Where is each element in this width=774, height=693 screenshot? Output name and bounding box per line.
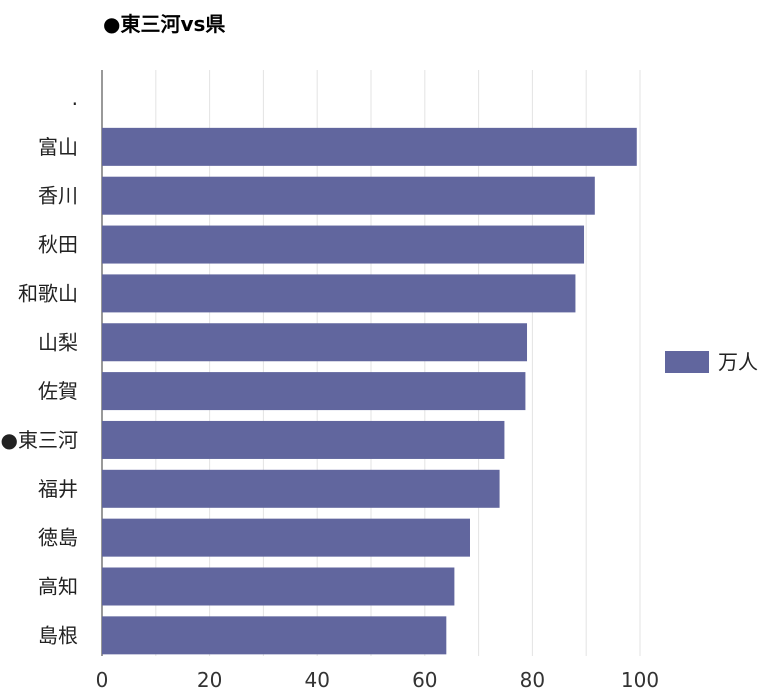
bar [102, 127, 637, 166]
legend-label: 万人 [718, 350, 758, 374]
x-tick-label: 20 [197, 668, 222, 692]
category-label: 福井 [38, 477, 78, 501]
category-label: 佐賀 [38, 379, 78, 403]
category-label: 秋田 [38, 233, 78, 257]
category-label: 富山 [38, 135, 78, 159]
category-label: 島根 [38, 623, 78, 647]
bar [102, 176, 595, 215]
category-label: 徳島 [38, 526, 78, 550]
bar [102, 225, 585, 264]
category-label: ●東三河 [1, 428, 78, 452]
x-tick-label: 80 [520, 668, 545, 692]
category-label: 和歌山 [18, 281, 78, 305]
bar [102, 469, 500, 508]
category-label: . [72, 86, 78, 110]
bar [102, 372, 526, 411]
x-tick-label: 40 [304, 668, 329, 692]
bar [102, 323, 528, 362]
bar [102, 518, 470, 557]
bar [102, 616, 447, 655]
x-tick-label: 60 [412, 668, 437, 692]
bar [102, 274, 576, 313]
x-tick-label: 100 [621, 668, 659, 692]
category-label: 香川 [38, 184, 78, 208]
bar [102, 567, 455, 606]
x-tick-label: 0 [96, 668, 109, 692]
category-label: 高知 [38, 575, 78, 599]
legend-swatch [665, 351, 709, 373]
category-label: 山梨 [38, 330, 78, 354]
chart-title: ●東三河vs県 [103, 12, 226, 36]
bar [102, 420, 505, 459]
grid-lines [155, 70, 641, 656]
